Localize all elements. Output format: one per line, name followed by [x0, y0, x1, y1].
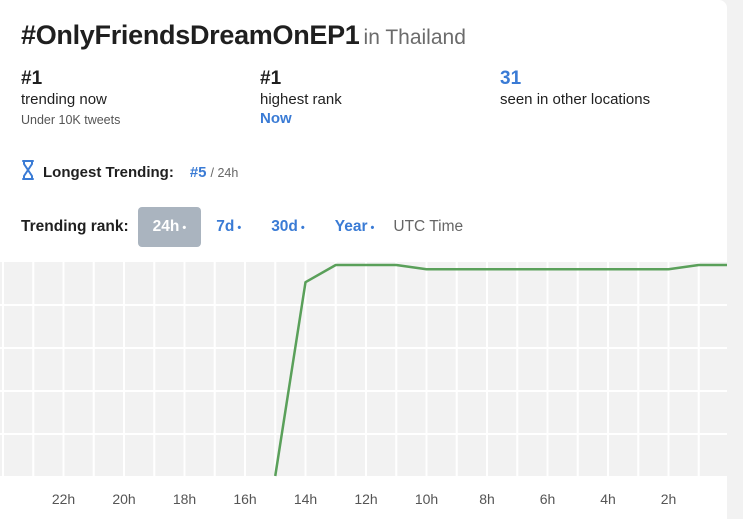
page-title: #OnlyFriendsDreamOnEP1 in Thailand: [21, 20, 466, 51]
stat-trending-now: #1 trending now Under 10K tweets: [21, 68, 120, 127]
series-line: [274, 263, 727, 477]
tab-24h[interactable]: 24h •: [137, 207, 202, 247]
stat-value: #1: [260, 68, 282, 89]
tab-dot: •: [182, 222, 187, 234]
stat-label: highest rank: [260, 91, 342, 108]
stat-subtext: Under 10K tweets: [21, 113, 121, 127]
longest-trending-rank[interactable]: #5: [189, 164, 207, 181]
x-tick-label: 4h: [600, 491, 616, 507]
tab-year[interactable]: Year •: [320, 207, 390, 247]
trending-rank-chart[interactable]: 22h 20h 18h 16h 14h 12h 10h 8h 6h 4h 2h: [0, 262, 727, 519]
stat-label: trending now: [21, 91, 107, 108]
tab-dot: •: [370, 222, 375, 234]
x-tick-label: 12h: [354, 491, 377, 507]
x-tick-label: 22h: [52, 491, 75, 507]
tab-dot: •: [300, 222, 305, 234]
stat-label: seen in other locations: [500, 91, 651, 108]
x-tick-label: 16h: [233, 491, 256, 507]
chart-plot-area: [0, 262, 727, 476]
trending-rank-bar: Trending rank: 24h • 7d • 30d • Year • UTC T…: [21, 207, 463, 247]
x-tick-label: 8h: [479, 491, 495, 507]
longest-trending-period: / 24h: [210, 165, 239, 180]
x-tick-label: 14h: [294, 491, 317, 507]
tab-label: 30d: [271, 218, 298, 235]
longest-trending-label: Longest Trending:: [43, 164, 174, 181]
tab-label: 24h: [152, 218, 180, 235]
x-tick-label: 2h: [661, 491, 677, 507]
x-tick-label: 20h: [112, 491, 135, 507]
location-label: in Thailand: [363, 26, 466, 49]
other-locations-count[interactable]: 31: [500, 68, 522, 89]
stat-other-locations: 31 seen in other locations: [500, 68, 650, 110]
page-margin: [727, 0, 743, 519]
x-tick-label: 6h: [540, 491, 556, 507]
tab-7d[interactable]: 7d •: [201, 207, 256, 247]
stat-time-link[interactable]: Now: [260, 110, 292, 127]
tab-label: Year: [334, 218, 368, 235]
hourglass-icon: [21, 160, 35, 185]
hashtag-title[interactable]: #OnlyFriendsDreamOnEP1: [21, 20, 360, 50]
stat-value: #1: [21, 68, 43, 89]
longest-trending: Longest Trending: #5 / 24h: [21, 160, 238, 185]
tab-30d[interactable]: 30d •: [256, 207, 320, 247]
trend-card: #OnlyFriendsDreamOnEP1 in Thailand #1 tre…: [0, 0, 727, 519]
utc-time-toggle[interactable]: UTC Time: [393, 218, 464, 235]
x-tick-label: 10h: [415, 491, 438, 507]
trending-rank-label: Trending rank:: [21, 218, 129, 235]
stat-highest-rank: #1 highest rank Now: [260, 68, 342, 128]
tab-dot: •: [237, 222, 242, 234]
tab-label: 7d: [216, 218, 235, 235]
x-tick-label: 18h: [173, 491, 196, 507]
